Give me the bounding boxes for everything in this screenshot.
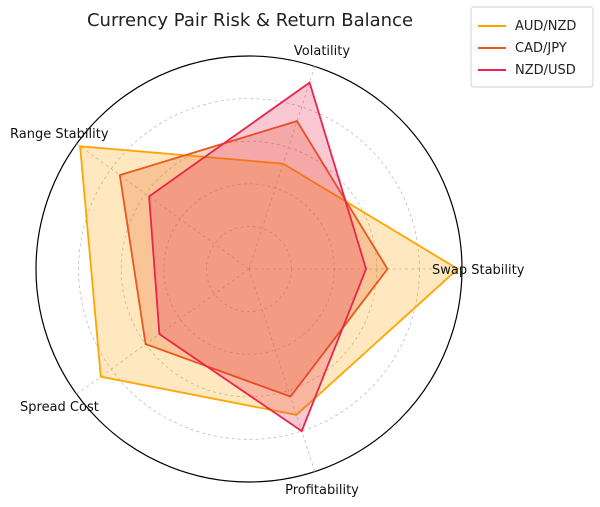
legend-label: CAD/JPY [515,41,567,56]
axis-label: Profitability [285,483,359,498]
axis-labels: Swap Stability Volatility Range Stability S… [10,44,525,498]
radar-grid [35,55,463,483]
axis-label: Volatility [294,44,350,59]
legend: AUD/NZD CAD/JPY NZD/USD [470,6,594,88]
chart-title: Currency Pair Risk & Return Balance [87,10,413,31]
legend-label: AUD/NZD [515,19,576,34]
axis-label: Range Stability [10,127,109,142]
series-line [79,145,460,416]
series-polygons [79,81,460,433]
legend-label: NZD/USD [515,63,576,78]
axis-label: Swap Stability [432,263,525,278]
series-line [118,120,389,398]
series-area [149,82,367,432]
series-area [80,146,458,415]
series-line [148,81,368,433]
axis-label: Spread Cost [20,400,99,415]
series-area [119,121,388,397]
